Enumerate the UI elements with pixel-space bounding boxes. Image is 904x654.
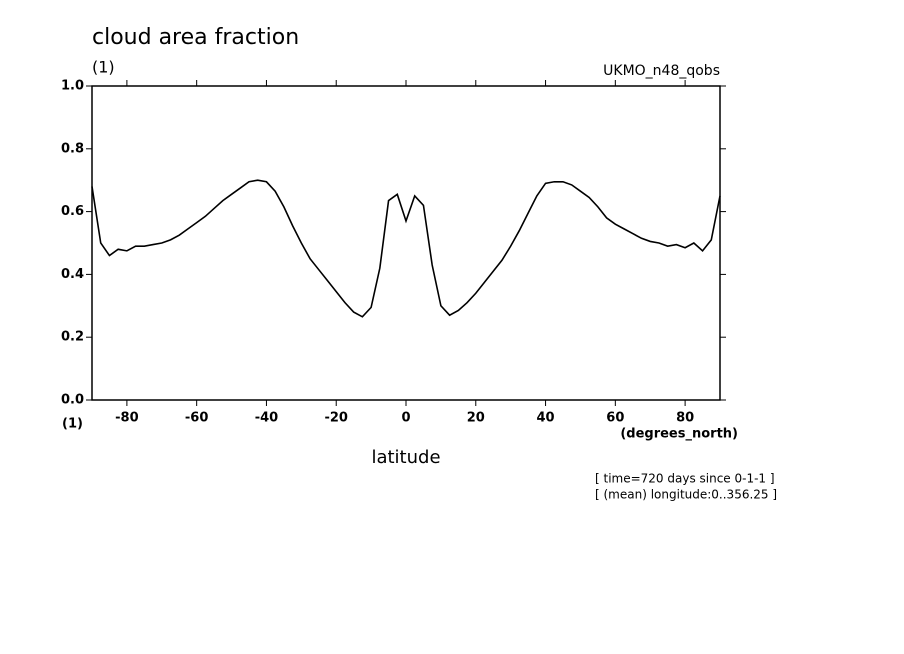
x-tick-label: 0 [401, 411, 410, 426]
x-tick-label: -60 [185, 411, 209, 426]
x-tick-label: 40 [537, 411, 555, 426]
x-tick-label: 20 [467, 411, 485, 426]
x-tick-label: -20 [324, 411, 348, 426]
x-tick-label: -40 [255, 411, 279, 426]
x-tick-label: 60 [606, 411, 624, 426]
x-units-left: (1) [62, 417, 83, 432]
y-tick-label: 0.2 [61, 330, 84, 345]
annotation: [ time=720 days since 0-1-1 ] [595, 472, 775, 486]
y-tick-label: 0.0 [61, 393, 84, 408]
y-units: (1) [92, 58, 115, 77]
y-tick-label: 1.0 [61, 79, 84, 94]
x-axis-label: latitude [371, 447, 440, 468]
dataset-label: UKMO_n48_qobs [603, 63, 720, 79]
y-tick-label: 0.6 [61, 204, 84, 219]
annotation: [ (mean) longitude:0..356.25 ] [595, 488, 777, 502]
data-line [91, 179, 721, 318]
x-tick-label: 80 [676, 411, 694, 426]
chart-title: cloud area fraction [92, 25, 299, 50]
x-units: (degrees_north) [620, 427, 738, 442]
y-tick-label: 0.4 [61, 267, 84, 282]
y-tick-label: 0.8 [61, 141, 84, 156]
x-tick-label: -80 [115, 411, 139, 426]
